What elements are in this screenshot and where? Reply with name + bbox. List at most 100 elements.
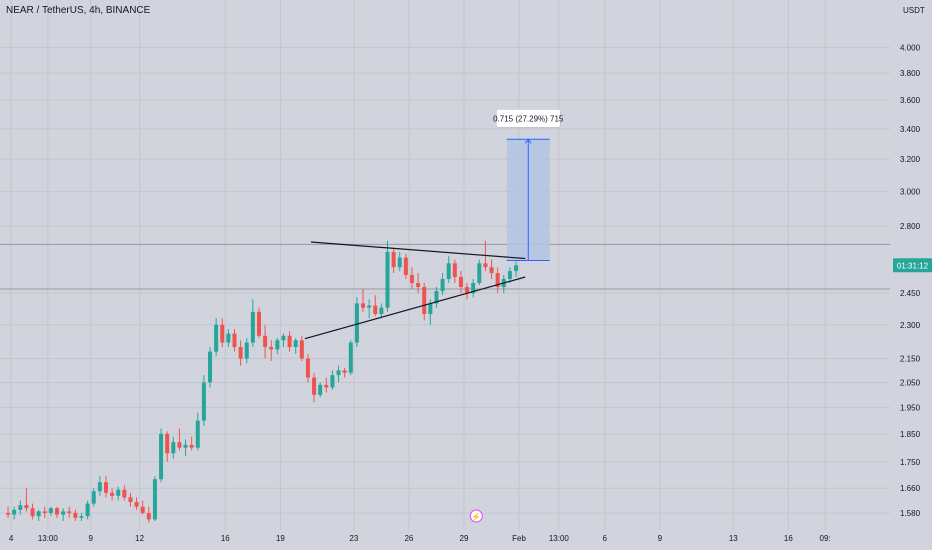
price-projection[interactable]: 0.715 (27.29%) 715 <box>493 109 564 261</box>
candle-body <box>122 489 127 498</box>
lightning-icon-glyph: ⚡ <box>471 512 481 522</box>
price-tick-label: 4.000 <box>900 43 921 52</box>
candle-body <box>238 347 243 359</box>
candle-body <box>152 479 157 520</box>
price-axis[interactable]: USDT 4.000 3.800 3.600 3.400 3.200 3.000 2.800 2… <box>893 6 932 518</box>
candle-body <box>214 324 219 352</box>
price-tick-label: 2.800 <box>900 222 921 231</box>
candle-body <box>177 442 182 448</box>
horizontal-levels <box>0 243 890 290</box>
candle-body <box>6 513 11 515</box>
candle-body <box>55 508 60 515</box>
price-tick-label: 1.660 <box>900 484 921 493</box>
candle-body <box>85 503 90 517</box>
candle-body <box>195 420 200 448</box>
candle-body <box>287 335 292 348</box>
candle-body <box>183 444 188 448</box>
candle-body <box>385 251 390 308</box>
projection-label-box <box>496 109 561 128</box>
candle-body <box>220 324 225 343</box>
trendline <box>304 276 526 340</box>
price-tick-label: 2.300 <box>900 321 921 330</box>
lightning-icon <box>469 509 483 523</box>
time-tick-label: Feb <box>512 534 526 543</box>
time-tick-label: 23 <box>349 534 358 543</box>
trendlines[interactable] <box>304 241 526 340</box>
candle-body <box>48 508 53 514</box>
candle-body <box>434 291 439 304</box>
price-tick-label: 3.800 <box>900 69 921 78</box>
candle-body <box>367 305 372 308</box>
candle-body <box>128 497 133 503</box>
candle-body <box>250 311 255 343</box>
time-tick-label: 13:00 <box>38 534 59 543</box>
candle-body <box>281 335 286 341</box>
candle-body <box>208 351 213 383</box>
candle-body <box>263 335 268 348</box>
candle-body <box>140 506 145 514</box>
candle-body <box>416 282 421 288</box>
time-tick-label: 19 <box>276 534 285 543</box>
candle-body <box>342 370 347 373</box>
price-tick-label: 1.850 <box>900 430 921 439</box>
candle-body <box>67 511 72 514</box>
candle-body <box>318 384 323 395</box>
price-tick-label: 1.950 <box>900 404 921 413</box>
candle-body <box>12 509 17 515</box>
candle-body <box>428 303 433 315</box>
candle-body <box>330 375 335 388</box>
candle-body <box>116 489 121 496</box>
candle-body <box>348 342 353 373</box>
time-tick-label: 12 <box>135 534 144 543</box>
current-price-tag <box>893 258 932 273</box>
time-tick-label: 16 <box>221 534 230 543</box>
candle-body <box>244 342 249 359</box>
candle-body <box>201 382 206 421</box>
candle-body <box>305 358 310 378</box>
candle-body <box>269 347 274 350</box>
candle-body <box>24 505 29 509</box>
candle-body <box>403 257 408 276</box>
candle-body <box>232 333 237 348</box>
candle-body <box>373 305 378 315</box>
grid-lines <box>0 0 890 530</box>
price-tick-label: 3.600 <box>900 96 921 105</box>
candle-body <box>226 333 231 343</box>
candle-body <box>409 275 414 283</box>
candle-body <box>477 263 482 283</box>
candle-body <box>134 502 139 507</box>
candle-body <box>507 271 512 279</box>
price-tick-label: 2.050 <box>900 378 921 387</box>
candle-body <box>97 482 102 492</box>
candle-body <box>489 267 494 274</box>
time-tick-label: 13:00 <box>549 534 570 543</box>
current-price-countdown: 01:31:12 <box>897 261 929 270</box>
candle-body <box>79 516 84 518</box>
candle-body <box>256 311 261 336</box>
candle-body <box>146 513 151 520</box>
projection-arrow-head <box>524 138 532 144</box>
candle-body <box>159 433 164 480</box>
candle-body <box>361 303 366 308</box>
candle-body <box>275 340 280 350</box>
candle-body <box>36 511 41 517</box>
time-tick-label: 4 <box>9 534 14 543</box>
candle-body <box>189 444 194 448</box>
price-tick-label: 2.150 <box>900 355 921 364</box>
trendline <box>310 241 526 260</box>
candle-body <box>324 384 329 388</box>
time-axis[interactable]: 4 13:00 9 12 16 19 23 26 29 Feb 13:00 6 9 13 16 09: <box>9 534 831 543</box>
candle-body <box>483 263 488 268</box>
time-tick-label: 13 <box>729 534 738 543</box>
time-tick-label: 09: <box>820 534 831 543</box>
projection-label: 0.715 (27.29%) 715 <box>493 114 564 123</box>
candle-body <box>422 287 427 315</box>
candle-body <box>312 377 317 395</box>
candle-body <box>103 482 108 493</box>
candle-body <box>299 340 304 359</box>
price-tick-label: 1.750 <box>900 458 921 467</box>
chart-title: NEAR / TetherUS, 4h, BINANCE <box>6 5 151 16</box>
time-tick-label: 6 <box>603 534 608 543</box>
